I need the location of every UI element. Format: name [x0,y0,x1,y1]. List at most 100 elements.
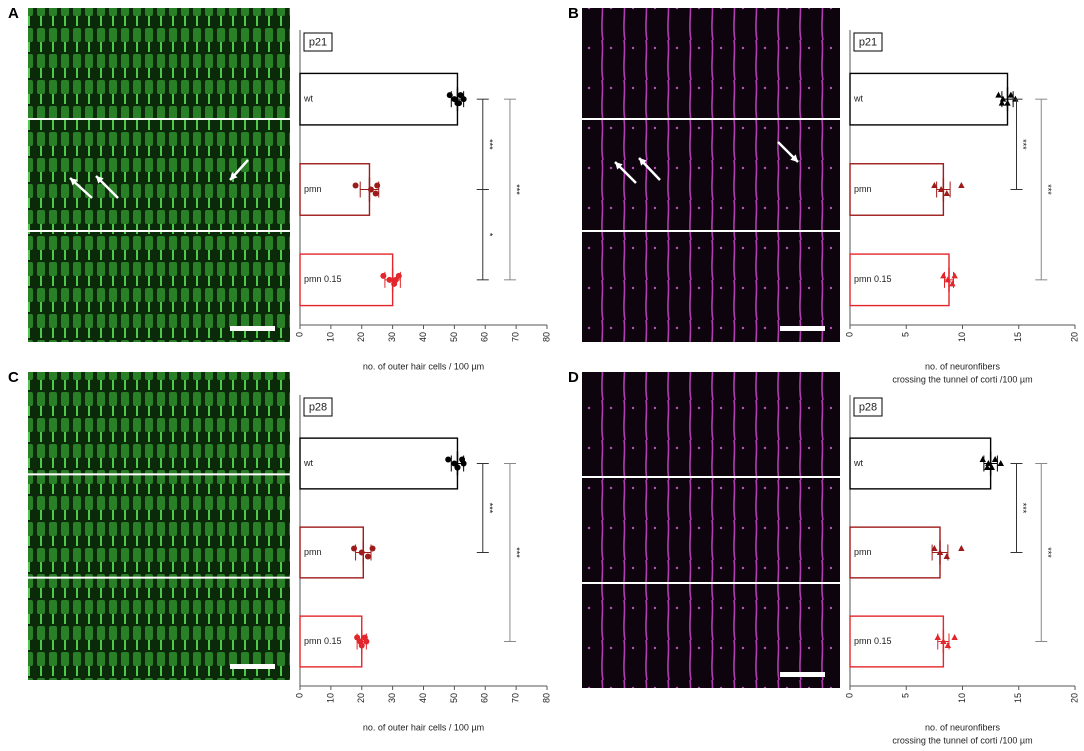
x-axis-label: crossing the tunnel of corti /100 µm [892,374,1032,384]
bar [849,437,992,490]
data-point [951,272,958,279]
sig-label: *** [1018,139,1028,150]
x-tick-label: 50 [449,332,459,342]
data-point [937,186,945,192]
x-axis-label: no. of outer hair cells / 100 µm [363,361,484,371]
x-axis-label: no. of outer hair cells / 100 µm [363,722,484,732]
data-point [958,182,965,188]
category-label: pmn 0.15 [304,636,342,646]
data-point [374,182,381,189]
arrow-head [639,158,647,166]
data-point [363,638,370,645]
x-tick-label: 0 [294,332,304,337]
x-tick-label: 15 [1013,693,1023,703]
group-box [853,32,883,52]
x-tick-label: 40 [418,693,428,703]
category-label: pmn 0.15 [854,274,892,284]
sig-label: * [484,233,494,237]
x-tick-label: 40 [418,332,428,342]
data-point [380,272,387,279]
x-tick-label: 0 [844,693,854,698]
x-tick-label: 80 [541,693,551,703]
micrograph [582,120,840,230]
sig-label: *** [512,184,522,195]
panel-label: B [568,5,579,22]
x-tick-label: 20 [356,693,366,703]
x-tick-label: 60 [480,693,490,703]
sig-label: *** [484,503,494,514]
micrograph [582,584,840,688]
micrograph [582,372,840,476]
group-box [303,32,333,52]
data-point [358,642,365,649]
x-tick-label: 60 [480,332,490,342]
data-point [984,464,991,470]
scale-bar [230,326,275,331]
sig-label: *** [512,547,522,558]
x-tick-label: 10 [325,332,335,342]
data-point [940,272,947,279]
bar [299,437,459,490]
sig-label: *** [1043,547,1053,558]
x-tick-label: 10 [957,332,967,342]
bar [299,72,459,126]
x-tick-label: 30 [387,332,397,342]
group-label: p21 [309,36,327,48]
group-label: p21 [859,36,877,48]
data-point [931,182,938,188]
group-box [303,397,333,417]
data-point [936,549,944,555]
arrow-head [615,162,623,170]
data-point [997,460,1004,466]
data-point [944,276,952,283]
data-point [949,280,956,287]
data-point [999,95,1007,102]
category-label: wt [303,458,313,468]
micrograph [582,478,840,582]
x-axis-label: no. of neuronfibers [925,361,1001,371]
data-point [1004,99,1011,106]
data-point [979,456,986,462]
panel-label: D [568,369,579,386]
x-tick-label: 0 [294,693,304,698]
data-point [460,96,467,103]
scale-bar [780,672,825,677]
group-label: p28 [309,401,327,413]
data-point [943,190,950,196]
sig-label: *** [484,139,494,150]
x-tick-label: 20 [356,332,366,342]
group-label: p28 [859,401,877,413]
category-label: wt [853,94,863,104]
arrow-head [790,154,798,162]
data-point [369,545,376,552]
x-tick-label: 70 [511,693,521,703]
data-point [998,99,1006,106]
micrograph [28,475,290,577]
group-box [853,397,883,417]
x-tick-label: 10 [325,693,335,703]
data-point [386,276,393,283]
category-label: pmn [304,547,322,557]
category-label: pmn 0.15 [854,636,892,646]
data-point [392,276,399,283]
data-point [951,634,958,640]
data-point [446,92,453,99]
category-label: pmn [304,184,322,194]
x-tick-label: 5 [901,693,911,698]
x-tick-label: 15 [1013,332,1023,342]
category-label: pmn [854,184,872,194]
data-point [372,190,379,197]
x-tick-label: 0 [844,332,854,337]
data-point [364,553,371,560]
data-point [995,91,1002,98]
scale-bar [780,326,825,331]
data-point [940,638,947,644]
micrograph [582,8,840,118]
x-tick-label: 70 [511,332,521,342]
category-label: wt [303,94,313,104]
sig-label: *** [1018,503,1028,514]
x-tick-label: 20 [1069,332,1079,342]
data-point [460,460,467,467]
micrograph [28,372,290,474]
